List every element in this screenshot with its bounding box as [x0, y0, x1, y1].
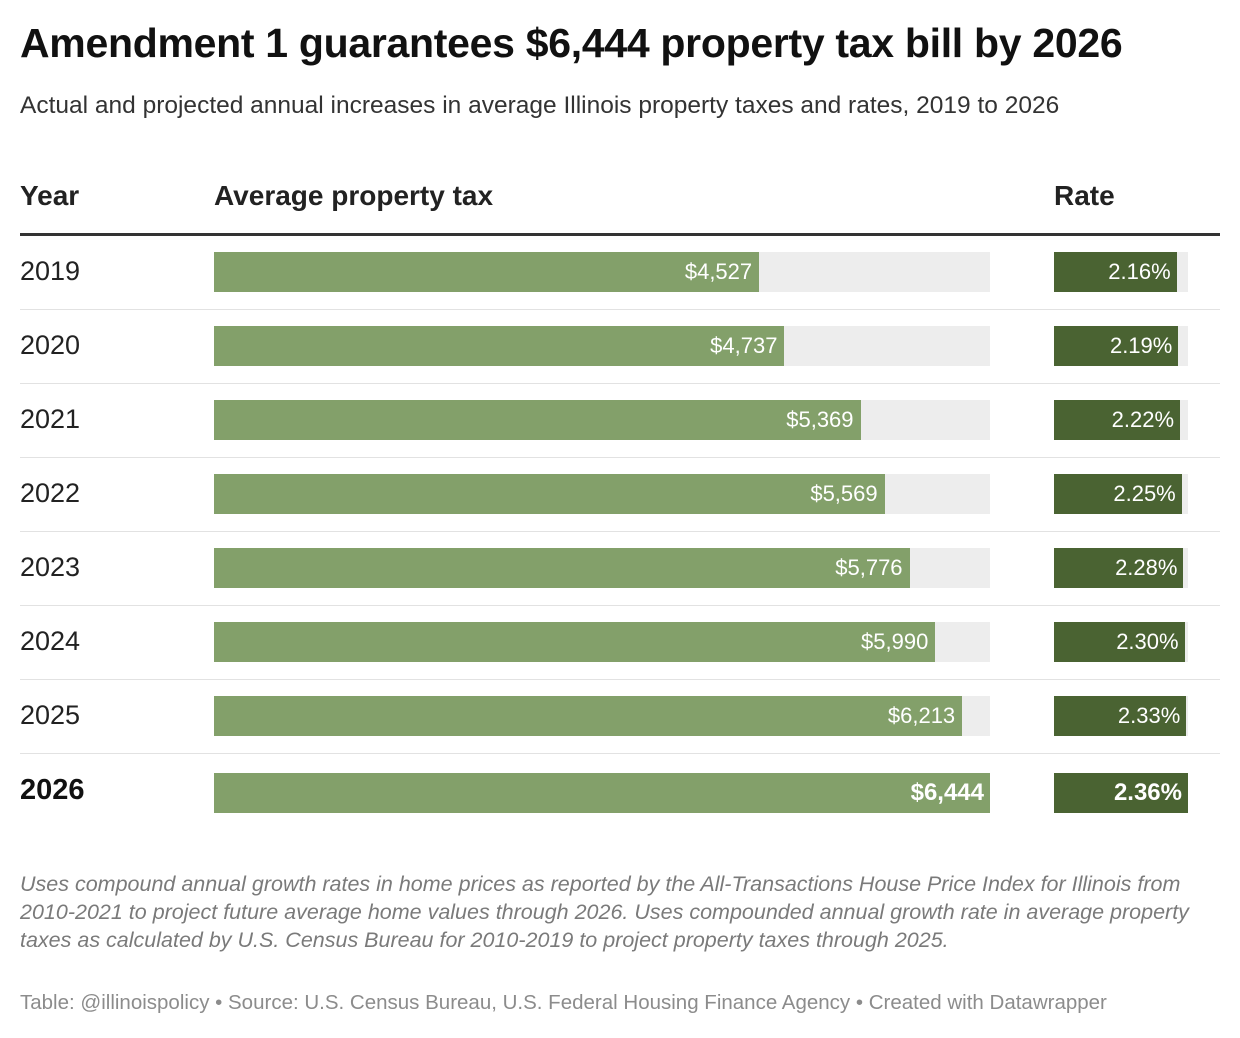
table-row: 2019 $4,527 2.16%: [20, 236, 1220, 310]
table-row: 2020 $4,737 2.19%: [20, 310, 1220, 384]
table-body: 2019 $4,527 2.16% 2020 $4,737 2.19% 2021 $5,369…: [20, 236, 1220, 832]
rate-value-label: 2.30%: [1116, 629, 1179, 654]
rate-bar-track: 2.28%: [1054, 548, 1188, 588]
table-header: Year Average property tax Rate: [20, 160, 1220, 236]
source-line: Table: @illinoispolicy • Source: U.S. Ce…: [20, 991, 1107, 1014]
data-table: Year Average property tax Rate 2019 $4,52…: [20, 160, 1220, 832]
tax-bar-track: $6,213: [214, 696, 990, 736]
rate-bar-track: 2.25%: [1054, 474, 1188, 514]
rate-value-label: 2.22%: [1111, 407, 1175, 432]
table-row: 2025 $6,213 2.33%: [20, 680, 1220, 754]
tax-bar-track: $5,776: [214, 548, 990, 588]
table-row: 2023 $5,776 2.28%: [20, 532, 1220, 606]
tax-bar: $5,369: [214, 400, 861, 440]
tax-bar-track: $5,990: [214, 622, 990, 662]
table-row: 2021 $5,369 2.22%: [20, 384, 1220, 458]
tax-value-label: $6,444: [910, 779, 984, 806]
table-row: 2026 $6,444 2.36%: [20, 754, 1220, 832]
tax-value-label: $4,737: [710, 333, 778, 358]
rate-value-label: 2.25%: [1113, 481, 1176, 506]
rate-bar-track: 2.16%: [1054, 252, 1188, 292]
tax-value-label: $6,213: [887, 703, 956, 728]
header-average-property-tax: Average property tax: [214, 180, 494, 211]
rate-bar-track: 2.30%: [1054, 622, 1188, 662]
tax-bar: $4,737: [214, 326, 785, 366]
tax-value-label: $4,527: [684, 259, 753, 284]
header-rate: Rate: [1054, 180, 1115, 211]
year-cell: 2024: [20, 626, 81, 656]
year-cell: 2020: [20, 330, 81, 360]
tax-bar: $6,213: [214, 696, 963, 736]
rate-value-label: 2.33%: [1117, 703, 1181, 728]
header-year: Year: [20, 180, 80, 211]
tax-bar-track: $5,369: [214, 400, 990, 440]
rate-bar: 2.28%: [1054, 548, 1184, 588]
table-notes: Uses compound annual growth rates in hom…: [20, 872, 1189, 952]
tax-value-label: $5,776: [835, 555, 903, 580]
rate-bar: 2.33%: [1054, 696, 1187, 736]
rate-value-label: 2.16%: [1108, 259, 1171, 284]
rate-bar-track: 2.19%: [1054, 326, 1188, 366]
tax-bar: $5,569: [214, 474, 885, 514]
rate-bar-track: 2.22%: [1054, 400, 1188, 440]
rate-bar: 2.25%: [1054, 474, 1182, 514]
tax-bar: $4,527: [214, 252, 760, 292]
rate-bar: 2.22%: [1054, 400, 1181, 440]
tax-bar: $6,444: [214, 773, 990, 813]
rate-value-label: 2.28%: [1115, 555, 1178, 580]
year-cell: 2025: [20, 700, 81, 730]
tax-value-label: $5,369: [786, 407, 854, 432]
tax-bar-track: $6,444: [214, 773, 990, 813]
rate-bar-track: 2.33%: [1054, 696, 1188, 736]
table-row: 2022 $5,569 2.25%: [20, 458, 1220, 532]
tax-bar: $5,776: [214, 548, 910, 588]
tax-bar-track: $5,569: [214, 474, 990, 514]
tax-bar-track: $4,527: [214, 252, 990, 292]
rate-value-label: 2.19%: [1109, 333, 1173, 358]
tax-bar: $5,990: [214, 622, 936, 662]
chart-title: Amendment 1 guarantees $6,444 property t…: [20, 20, 1123, 66]
table-row: 2024 $5,990 2.30%: [20, 606, 1220, 680]
year-cell: 2022: [20, 478, 81, 508]
tax-value-label: $5,569: [810, 481, 878, 506]
year-cell: 2019: [20, 256, 81, 286]
rate-bar: 2.19%: [1054, 326, 1179, 366]
rate-bar-track: 2.36%: [1054, 773, 1188, 813]
tax-value-label: $5,990: [861, 629, 929, 654]
chart-subtitle: Actual and projected annual increases in…: [20, 92, 1060, 119]
year-cell: 2023: [20, 552, 81, 582]
year-cell: 2021: [20, 404, 81, 434]
year-cell: 2026: [20, 774, 85, 806]
rate-value-label: 2.36%: [1113, 779, 1182, 806]
rate-bar: 2.16%: [1054, 252, 1177, 292]
tax-bar-track: $4,737: [214, 326, 990, 366]
rate-bar: 2.30%: [1054, 622, 1185, 662]
rate-bar: 2.36%: [1054, 773, 1188, 813]
